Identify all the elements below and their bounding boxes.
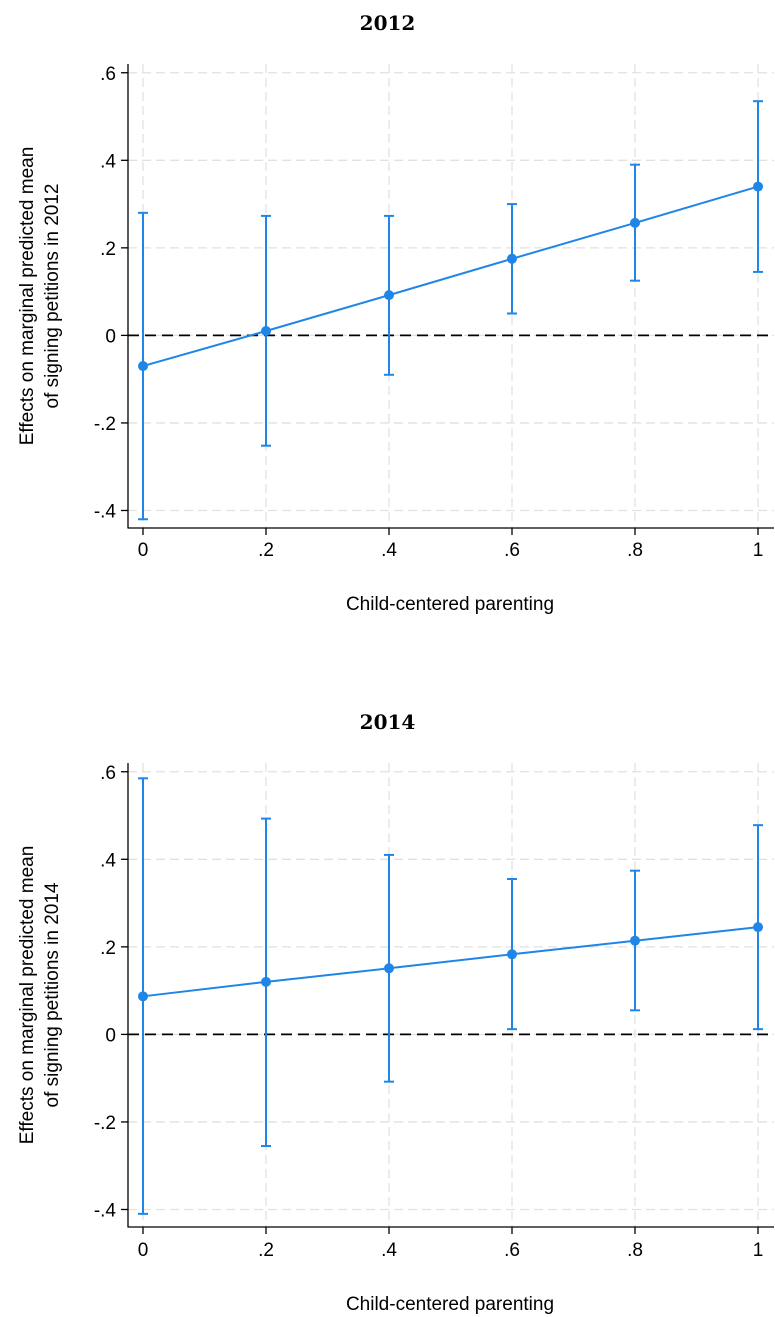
- chart-title: 2014: [360, 710, 416, 734]
- x-tick-label: .4: [381, 1240, 397, 1261]
- x-tick-label: 0: [138, 540, 149, 561]
- data-point: [630, 935, 640, 946]
- x-tick-label: 0: [138, 1240, 149, 1261]
- x-axis-label: Child-centered parenting: [346, 594, 554, 615]
- y-tick-label: .6: [100, 64, 116, 85]
- chart-panel-2012: 2012 -.4 -.2 0 .2 .4 .6 0 .2 .4 .6 .8 1 Child-centere…: [17, 11, 774, 615]
- x-tick-label: .6: [504, 540, 520, 561]
- x-tick-label: .8: [627, 540, 643, 561]
- y-tick-label: -.2: [94, 1113, 116, 1134]
- y-axis-label-line2: of signing petitions in 2012: [42, 184, 63, 409]
- series-line: [142, 926, 759, 998]
- data-point: [138, 991, 148, 1002]
- data-point: [507, 949, 517, 960]
- y-axis-label-line1: Effects on marginal predicted mean: [17, 846, 38, 1145]
- data-point: [384, 963, 394, 974]
- chart-panel-2014: 2014 -.4 -.2 0 .2 .4 .6 0 .2 .4 .6 .8 1 Child-centere…: [17, 710, 774, 1315]
- y-tick-label: .2: [100, 938, 116, 959]
- x-tick-label: 1: [753, 1240, 764, 1261]
- data-point: [507, 253, 517, 264]
- y-tick-label: -.4: [94, 1200, 117, 1221]
- x-axis-label: Child-centered parenting: [346, 1294, 554, 1315]
- x-tick-label: .2: [258, 1240, 274, 1261]
- y-tick-label: .2: [100, 239, 116, 260]
- data-point: [138, 361, 148, 372]
- y-tick-label: -.4: [94, 501, 117, 522]
- y-tick-label: 0: [105, 1025, 116, 1046]
- y-tick-label: 0: [105, 326, 116, 347]
- x-tick-label: .4: [381, 540, 397, 561]
- data-point: [630, 217, 640, 228]
- y-tick-label: .4: [100, 850, 116, 871]
- data-point: [753, 922, 763, 933]
- data-point: [261, 326, 271, 337]
- chart-title: 2012: [360, 11, 416, 35]
- x-tick-label: .6: [504, 1240, 520, 1261]
- x-tick-label: .8: [627, 1240, 643, 1261]
- data-point: [384, 290, 394, 301]
- series-line: [142, 185, 759, 367]
- y-tick-label: .6: [100, 763, 116, 784]
- x-tick-label: .2: [258, 540, 274, 561]
- x-tick-label: 1: [753, 540, 764, 561]
- y-axis-label-line1: Effects on marginal predicted mean: [17, 147, 38, 446]
- y-tick-label: -.2: [94, 414, 116, 435]
- data-point: [753, 181, 763, 192]
- data-point: [261, 976, 271, 987]
- y-tick-label: .4: [100, 151, 116, 172]
- y-axis-label-line2: of signing petitions in 2014: [42, 882, 63, 1107]
